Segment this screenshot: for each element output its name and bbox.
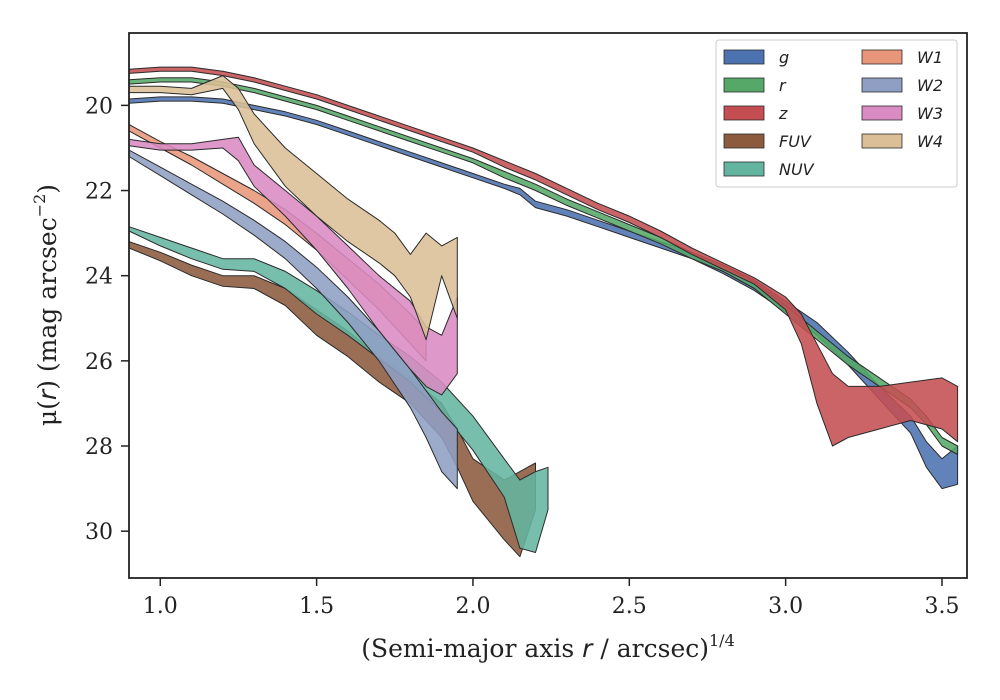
x-axis-label-var: r	[582, 634, 594, 663]
x-axis-label-main: (Semi-major axis	[361, 634, 582, 663]
legend-swatch	[861, 133, 903, 149]
legend-label: W4	[917, 132, 943, 151]
x-tick-label: 2.5	[612, 594, 647, 619]
legend-item-w1: W1	[861, 48, 943, 67]
legend-label: W3	[917, 104, 943, 123]
legend-swatch	[723, 77, 765, 93]
legend-label: W2	[917, 76, 943, 95]
legend-item-w3: W3	[861, 104, 943, 123]
legend-item-w2: W2	[861, 76, 943, 95]
x-tick-label: 3.5	[924, 594, 959, 619]
y-tick-label: 30	[85, 520, 113, 545]
x-tick-label: 1.5	[299, 594, 334, 619]
x-tick-label: 1.0	[143, 594, 178, 619]
plot-frame	[128, 32, 968, 579]
legend-swatch	[861, 49, 903, 65]
legend-label: g	[779, 48, 789, 67]
legend-swatch	[861, 77, 903, 93]
legend-swatch	[723, 105, 765, 121]
legend-item-fuv: FUV	[723, 132, 812, 151]
legend-item-g: g	[723, 48, 789, 67]
y-axis-label-post: ) (mag arcsec	[33, 217, 62, 390]
y-axis-label-pre: μ(	[33, 400, 62, 426]
x-axis-label-exp: 1/4	[709, 631, 735, 650]
x-tick-label: 2.0	[455, 594, 490, 619]
y-axis: 20 22 24 26 28 30	[85, 94, 129, 545]
y-axis-label-close: )	[33, 184, 62, 194]
legend-swatch	[723, 161, 765, 177]
x-axis-label: (Semi-major axis r / arcsec)1/4	[361, 631, 735, 663]
x-tick-label: 3.0	[768, 594, 803, 619]
legend-item-r: r	[723, 76, 787, 95]
band-nuv	[128, 226, 549, 553]
legend-swatch	[723, 133, 765, 149]
legend-item-w4: W4	[861, 132, 943, 151]
y-tick-label: 20	[85, 94, 113, 119]
y-axis-label-exp: −2	[30, 194, 49, 218]
band-w4	[128, 75, 458, 341]
legend-item-z: z	[723, 104, 788, 123]
y-tick-label: 22	[85, 180, 113, 205]
legend: grz FUV NUV W1 W2 W3 W4	[715, 39, 958, 188]
x-axis-label-rest: / arcsec)	[592, 634, 709, 663]
band-w2	[128, 149, 458, 490]
legend-box	[715, 39, 958, 188]
band-r	[128, 77, 959, 455]
legend-swatch	[723, 49, 765, 65]
x-axis: 1.0 1.5 2.0 2.5 3.0 3.5	[143, 578, 959, 619]
legend-label: z	[778, 104, 788, 123]
legend-label: r	[779, 76, 787, 95]
legend-label: FUV	[779, 132, 812, 151]
band-g	[128, 96, 959, 490]
y-axis-label: μ(r) (mag arcsec−2)	[30, 184, 62, 426]
band-z	[128, 66, 959, 447]
legend-item-nuv: NUV	[723, 160, 815, 179]
profile-bands	[128, 66, 959, 558]
y-tick-label: 24	[85, 265, 113, 290]
legend-label: NUV	[779, 160, 815, 179]
legend-swatch	[861, 105, 903, 121]
y-tick-label: 28	[85, 435, 113, 460]
legend-label: W1	[917, 48, 943, 67]
y-axis-label-var: r	[33, 388, 62, 400]
y-tick-label: 26	[85, 350, 113, 375]
band-w3	[128, 136, 458, 396]
